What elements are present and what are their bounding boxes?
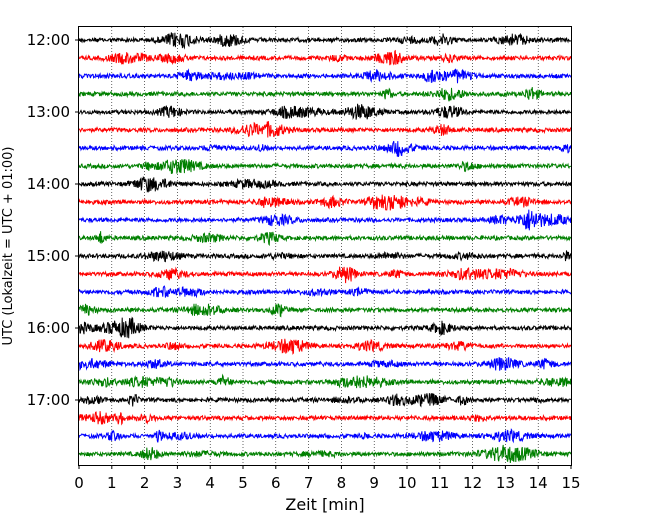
x-tick-label: 10 [397,474,416,492]
seismogram-trace [78,373,572,389]
seismogram-trace [78,103,572,120]
y-axis-ticks: 12:00 13:00 14:00 15:00 16:00 17:00 [27,31,79,409]
seismogram-trace [78,176,572,193]
x-axis-ticks: 0 1 2 3 4 5 6 7 8 9 10 11 12 13 14 15 [74,465,581,492]
trace-group [78,32,572,464]
y-tick-label: 14:00 [27,175,70,193]
seismogram-trace [78,411,572,426]
y-tick-label: 16:00 [27,319,70,337]
seismogram-trace [78,316,572,339]
x-tick-label: 3 [173,474,183,492]
seismogram-trace [78,140,572,157]
vertical-grid [111,27,539,465]
seismogram-trace [78,68,572,84]
seismogram-trace [78,209,572,231]
y-tick-label: 12:00 [27,31,70,49]
seismogram-trace [78,87,572,102]
seismogram-trace [78,32,572,50]
plot-frame [78,26,572,466]
x-tick-label: 2 [140,474,150,492]
x-tick-label: 11 [430,474,449,492]
seismogram-trace [78,338,572,355]
x-tick-label: 6 [271,474,281,492]
y-tick-label: 17:00 [27,391,70,409]
x-tick-label: 15 [561,474,580,492]
x-tick-label: 7 [304,474,314,492]
x-tick-label: 13 [496,474,515,492]
seismogram-trace [78,356,572,372]
seismogram-trace [78,121,572,138]
x-tick-label: 12 [463,474,482,492]
x-tick-label: 0 [74,474,84,492]
y-tick-label: 13:00 [27,103,70,121]
x-tick-label: 1 [107,474,117,492]
seismogram-trace [78,194,572,211]
seismogram-trace [78,444,572,464]
seismogram-trace [78,231,572,247]
x-tick-label: 14 [529,474,548,492]
x-axis-label: Zeit [min] [285,495,364,514]
seismogram-trace [78,49,572,66]
y-tick-label: 15:00 [27,247,70,265]
seismogram-trace [78,393,572,408]
x-tick-label: 9 [369,474,379,492]
x-tick-label: 4 [205,474,215,492]
seismogram-trace [78,428,572,444]
seismogram-trace [78,158,572,174]
seismogram-trace [78,250,572,263]
seismogram-trace [78,266,572,284]
x-tick-label: 8 [337,474,347,492]
seismogram-trace [78,302,572,318]
y-axis-label: UTC (Lokalzeit = UTC + 01:00) [1,147,16,346]
seismogram-trace [78,285,572,299]
x-tick-label: 5 [238,474,248,492]
